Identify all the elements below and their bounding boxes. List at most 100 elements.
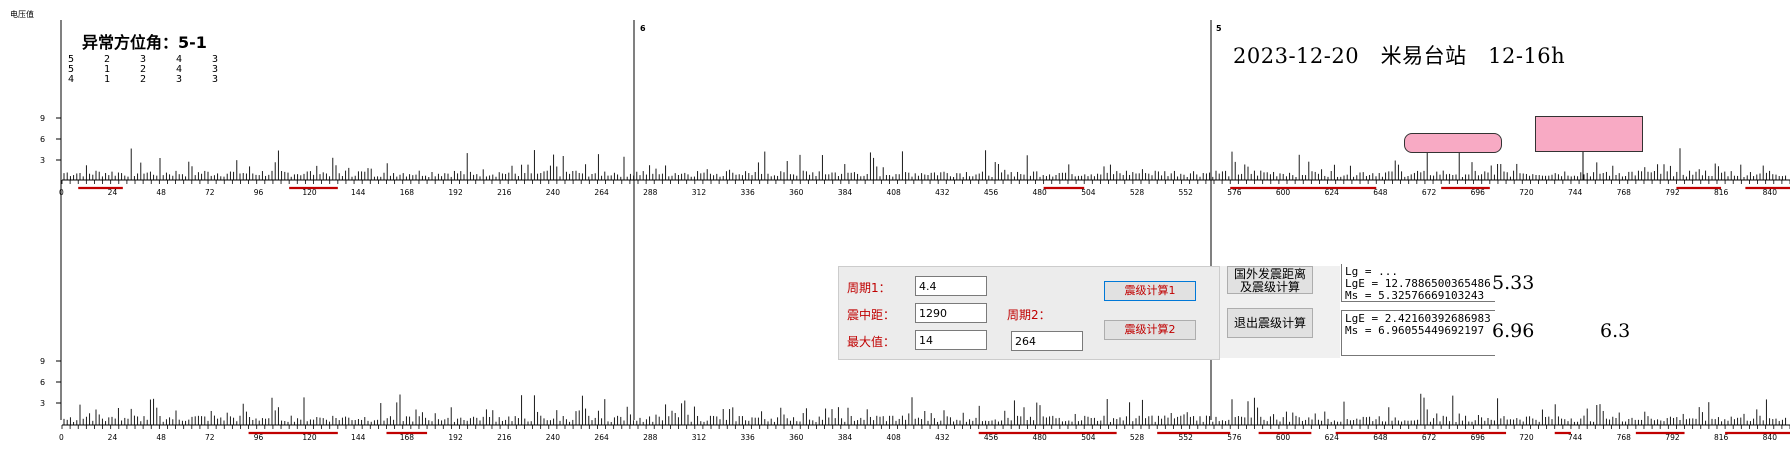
x-tick-label: 720: [1519, 433, 1534, 442]
x-tick-label: 768: [1617, 188, 1632, 197]
anomaly-cell: 5: [68, 54, 75, 65]
anomaly-cell: 3: [140, 54, 147, 65]
y-tick-label: 3: [40, 399, 45, 408]
x-tick-label: 384: [838, 433, 853, 442]
y-tick-label: 9: [40, 357, 45, 366]
x-tick-label: 264: [594, 433, 609, 442]
x-tick-label: 48: [156, 188, 166, 197]
x-tick-label: 120: [302, 188, 317, 197]
anomaly-cell: 2: [140, 74, 147, 85]
x-tick-label: 792: [1665, 188, 1680, 197]
x-tick-label: 696: [1471, 433, 1486, 442]
anomaly-cell: 2: [140, 64, 147, 75]
x-tick-label: 408: [886, 188, 901, 197]
x-tick-label: 336: [740, 433, 755, 442]
calc1-button[interactable]: 震级计算1: [1104, 281, 1196, 301]
x-tick-label: 192: [448, 188, 463, 197]
segment-label-6: 6: [640, 24, 646, 33]
x-tick-label: 672: [1422, 433, 1437, 442]
anomaly-cell: 3: [212, 64, 219, 75]
x-tick-label: 480: [1033, 433, 1048, 442]
foreign-distance-button[interactable]: 国外发震距离 及震级计算: [1227, 266, 1313, 294]
x-tick-label: 456: [984, 188, 999, 197]
x-tick-label: 696: [1471, 188, 1486, 197]
ms-value-3: 6.3: [1600, 320, 1631, 342]
x-tick-label: 24: [108, 188, 118, 197]
anomaly-cell: 2: [104, 54, 111, 65]
anomaly-cell: 4: [68, 74, 75, 85]
x-tick-label: 240: [546, 188, 561, 197]
x-tick-label: 120: [302, 433, 317, 442]
x-tick-label: 744: [1568, 433, 1583, 442]
max-value-label: 最大值：: [847, 335, 896, 349]
anomaly-row: 5 2 3 4 3: [68, 54, 248, 65]
x-tick-label: 48: [156, 433, 166, 442]
x-tick-label: 72: [205, 188, 215, 197]
x-tick-label: 528: [1130, 188, 1145, 197]
period2-input[interactable]: 264: [1011, 331, 1083, 351]
result-box-2: LgE = 2.42160392686983 Ms = 6.9605544969…: [1341, 310, 1495, 356]
distance-label: 震中距：: [847, 308, 896, 322]
x-tick-label: 648: [1373, 188, 1388, 197]
x-tick-label: 72: [205, 433, 215, 442]
magnitude-calculator-panel: 周期1： 4.4 震中距： 1290 最大值： 14 周期2： 264 震级计算…: [838, 266, 1220, 360]
distance-input[interactable]: 1290: [915, 303, 987, 323]
x-tick-label: 360: [789, 433, 804, 442]
x-tick-label: 720: [1519, 188, 1534, 197]
calc2-button[interactable]: 震级计算2: [1104, 320, 1196, 340]
y-tick-label: 3: [40, 156, 45, 165]
x-tick-label: 480: [1033, 188, 1048, 197]
x-tick-label: 648: [1373, 433, 1388, 442]
x-tick-label: 816: [1714, 433, 1729, 442]
x-tick-label: 384: [838, 188, 853, 197]
anomaly-cell: 3: [212, 74, 219, 85]
x-tick-label: 408: [886, 433, 901, 442]
anomaly-cell: 1: [104, 64, 111, 75]
button-panel: 国外发震距离 及震级计算 退出震级计算: [1220, 266, 1340, 358]
x-tick-label: 240: [546, 433, 561, 442]
station-header: 2023-12-20 米易台站 12-16h: [1233, 44, 1566, 68]
x-tick-label: 744: [1568, 188, 1583, 197]
x-tick-label: 312: [692, 188, 707, 197]
x-tick-label: 576: [1227, 188, 1242, 197]
x-tick-label: 792: [1665, 433, 1680, 442]
x-tick-label: 552: [1179, 433, 1194, 442]
x-tick-label: 504: [1081, 188, 1096, 197]
x-tick-label: 0: [59, 188, 64, 197]
ms-value-1: 5.33: [1492, 272, 1535, 294]
y-tick-label: 9: [40, 114, 45, 123]
anomaly-cell: 4: [176, 64, 183, 75]
x-tick-label: 192: [448, 433, 463, 442]
exit-calc-button[interactable]: 退出震级计算: [1227, 308, 1313, 338]
x-tick-label: 168: [400, 433, 415, 442]
y-tick-label: 6: [40, 378, 45, 387]
x-tick-label: 312: [692, 433, 707, 442]
max-value-input[interactable]: 14: [915, 330, 987, 350]
result-box-1: Lg = ... LgE = 12.7886500365486 Ms = 5.3…: [1341, 264, 1495, 302]
ms-value-2: 6.96: [1492, 320, 1535, 342]
anomaly-cell: 4: [176, 54, 183, 65]
x-tick-label: 600: [1276, 433, 1291, 442]
anomaly-cell: 3: [176, 74, 183, 85]
x-tick-label: 840: [1763, 433, 1778, 442]
x-tick-label: 288: [643, 188, 658, 197]
x-tick-label: 336: [740, 188, 755, 197]
anomaly-azimuth-title: 异常方位角：5-1: [82, 33, 207, 52]
x-tick-label: 816: [1714, 188, 1729, 197]
x-tick-label: 456: [984, 433, 999, 442]
x-tick-label: 528: [1130, 433, 1145, 442]
pink-marker-box: [1535, 116, 1643, 152]
x-tick-label: 840: [1763, 188, 1778, 197]
period2-label: 周期2：: [1007, 308, 1051, 322]
x-tick-label: 264: [594, 188, 609, 197]
x-tick-label: 432: [935, 188, 950, 197]
anomaly-cell: 3: [212, 54, 219, 65]
x-tick-label: 360: [789, 188, 804, 197]
period1-label: 周期1：: [847, 281, 891, 295]
period1-input[interactable]: 4.4: [915, 276, 987, 296]
x-tick-label: 504: [1081, 433, 1096, 442]
anomaly-row: 5 1 2 4 3: [68, 64, 248, 75]
x-tick-label: 432: [935, 433, 950, 442]
x-tick-label: 552: [1179, 188, 1194, 197]
x-tick-label: 216: [497, 188, 512, 197]
